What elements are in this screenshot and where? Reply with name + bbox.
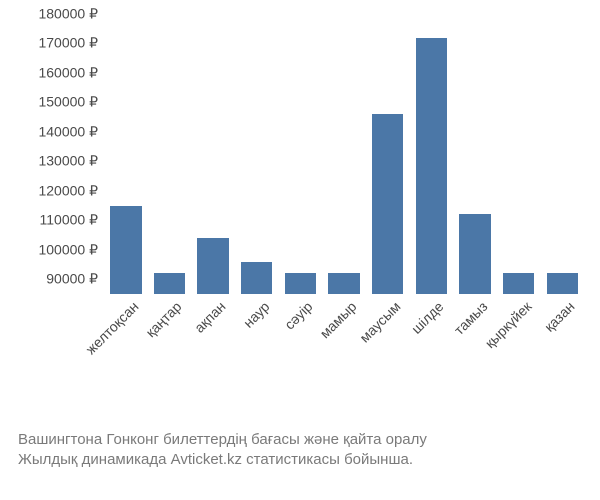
y-tick-label: 150000 ₽ [38, 94, 104, 111]
y-tick-label: 120000 ₽ [38, 182, 104, 199]
bar-slot: шілде [409, 14, 453, 294]
bar [547, 273, 578, 294]
y-tick-label: 180000 ₽ [38, 6, 104, 23]
plot-area: 90000 ₽100000 ₽110000 ₽120000 ₽130000 ₽1… [104, 14, 584, 294]
bar [110, 206, 141, 294]
bar [197, 238, 228, 294]
caption-line-2: Жылдық динамикада Avticket.kz статистика… [18, 450, 600, 470]
bar-slot: маусым [366, 14, 410, 294]
x-tick-label: мамыр [312, 294, 359, 341]
bar-slot: сәуір [279, 14, 323, 294]
y-tick-label: 170000 ₽ [38, 35, 104, 52]
x-tick-label: сәуір [277, 294, 316, 333]
x-tick-label: қазан [537, 294, 578, 335]
y-tick-label: 130000 ₽ [38, 153, 104, 170]
x-tick-label: желтоқсан [78, 294, 141, 357]
bars-container: желтоқсанқаңтарақпаннаурсәуірмамырмаусым… [104, 14, 584, 294]
x-tick-label: ақпан [187, 294, 229, 336]
bar [503, 273, 534, 294]
x-tick-label: маусым [352, 294, 403, 345]
x-tick-label: қаңтар [139, 294, 185, 340]
bar [154, 273, 185, 294]
bar-slot: қаңтар [148, 14, 192, 294]
price-chart: 90000 ₽ 100000 ₽ 110000 ₽ 120000 ₽ 130000 ₽ 1… [0, 0, 600, 500]
y-tick-label: 100000 ₽ [38, 241, 104, 258]
bar-slot: желтоқсан [104, 14, 148, 294]
chart-caption: Вашингтона Гонконг билеттердің бағасы жә… [18, 430, 600, 471]
bar-slot: тамыз [453, 14, 497, 294]
y-tick-label: 110000 ₽ [40, 212, 104, 229]
bar-slot: ақпан [191, 14, 235, 294]
x-tick-label: қыркүйек [477, 294, 534, 351]
y-tick-label: 140000 ₽ [38, 123, 104, 140]
bar [372, 114, 403, 294]
bar [285, 273, 316, 294]
y-tick-label: 90000 ₽ [46, 271, 104, 288]
bar-slot: мамыр [322, 14, 366, 294]
y-tick-label: 160000 ₽ [38, 64, 104, 81]
bar [328, 273, 359, 294]
x-tick-label: наур [236, 294, 273, 331]
caption-line-1: Вашингтона Гонконг билеттердің бағасы жә… [18, 430, 600, 450]
bar [459, 214, 490, 294]
bar-slot: қыркүйек [497, 14, 541, 294]
bar [241, 262, 272, 294]
bar-slot: наур [235, 14, 279, 294]
bar [416, 38, 447, 294]
bar-slot: қазан [540, 14, 584, 294]
x-tick-label: шілде [404, 294, 447, 337]
